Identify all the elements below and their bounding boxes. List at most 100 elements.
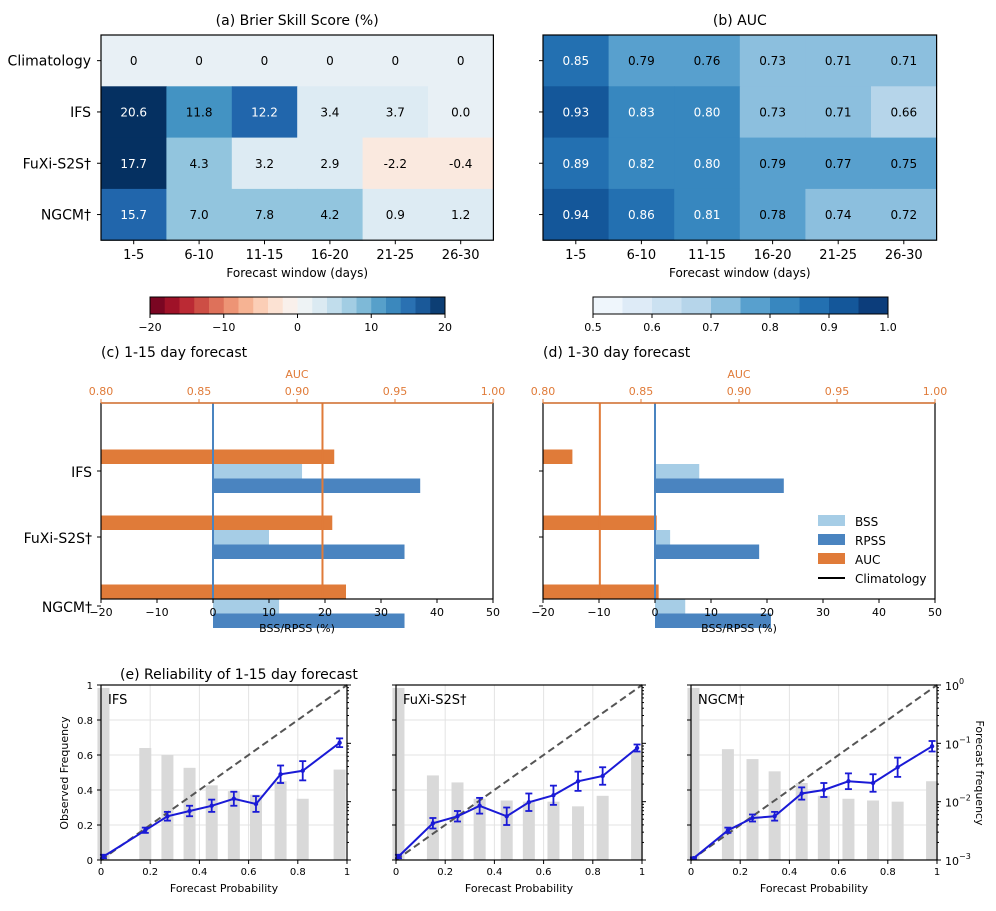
y2-tick-exponent: −2 [959,794,971,803]
data-point [929,744,935,749]
heatmap-cell [231,137,298,190]
heatmap-cell [805,188,872,241]
data-point [799,791,804,796]
heatmap-cell [231,188,298,241]
x-tick-label: 1 [934,867,940,878]
x-tick-label: 0.4 [191,867,207,878]
y-tick-label: 0 [87,856,93,867]
bar-frame [100,402,494,600]
x-tick-label: −20 [531,606,554,619]
x-tick-label: 50 [486,606,500,619]
data-point [209,803,214,808]
cell-label: 0.79 [628,54,655,68]
heatmap-cell [608,35,675,87]
frequency-bar [296,798,309,860]
heatmap-cell [362,86,429,139]
bar-panel-d [539,399,936,628]
frequency-bar [227,791,240,860]
colorbar-segment [297,297,313,314]
x-tick-label: 30 [816,606,830,619]
heatmap-cell [101,35,167,87]
frequency-bar [746,759,759,860]
cell-label: 3.7 [386,105,405,119]
rpss-bar [655,478,784,493]
chart-title: (a) Brier Skill Score (%) [216,13,379,29]
cell-label: 20.6 [120,105,147,119]
bss-bar [213,464,303,479]
colorbar-tick-label: 20 [438,321,452,334]
heatmap-cell [362,35,429,87]
frequency-bar [926,781,939,860]
auc-bar [101,515,333,530]
data-point [187,808,192,814]
x-tick-label: 1 [639,867,645,878]
heatmap-cell [805,35,872,87]
cell-label: 0.76 [694,54,721,68]
colorbar-segment [194,297,210,314]
heatmap-cell [739,137,806,190]
auc-bar [543,449,573,464]
heatmap-cell [297,35,364,87]
frequency-bar [631,752,644,860]
frequency-bar [522,801,535,860]
cell-label: 0.94 [562,208,589,222]
cell-label: 4.2 [320,208,339,222]
cell-label: 3.4 [320,105,339,119]
cell-label: 0 [195,54,203,68]
colorbar-bss [149,296,446,318]
data-point [101,854,106,859]
x-tick-label: 6-10 [184,248,214,263]
x-tick-label: 0.8 [585,867,601,878]
category-label: NGCM† [42,600,92,616]
heatmap-cell [739,188,806,241]
cell-label: 15.7 [120,208,147,222]
cell-label: -2.2 [384,157,407,171]
frequency-bar [795,783,808,860]
data-point [772,814,777,819]
cell-label: 11.8 [186,105,213,119]
auc-bar [101,449,335,464]
data-point [396,854,401,859]
cell-label: 0.9 [386,208,405,222]
colorbar-segment [356,297,372,314]
colorbar-tick-label: 0.8 [761,321,779,334]
heatmap-cell [428,35,494,87]
heatmap-cell [608,188,675,241]
colorbar-segment [164,297,180,314]
panel-label: FuXi-S2S† [403,693,467,708]
x-tick-label: 0.8 [880,867,896,878]
data-point [551,793,556,798]
auc-bar [101,584,346,599]
panel-frame [100,684,348,861]
colorbar-segment [681,297,712,314]
x-tick-label: 0.4 [781,867,797,878]
colorbar-segment [829,297,859,314]
bss-bar [655,464,700,479]
x-tick-label: 0 [210,606,217,619]
rpss-bar [213,613,405,628]
legend-swatch [818,534,845,545]
colorbar-segment [223,297,239,314]
heatmap-cell [101,86,167,139]
frequency-bar [139,748,152,860]
frequency-bar [249,794,262,860]
heatmap-cell [543,86,610,139]
cell-label: 0 [130,54,138,68]
cell-label: 0.73 [759,54,786,68]
heatmap-b [539,34,938,245]
y2-tick-label: 10 [945,797,959,810]
colorbar-segment [770,297,800,314]
panel-label: IFS [108,693,127,708]
frequency-bar [817,795,830,860]
x-tick-label: 1-5 [565,248,586,263]
heatmap-cell [543,137,610,190]
data-point [143,828,148,833]
frequency-bar [867,800,880,860]
colorbar-tick-label: 0.9 [820,321,838,334]
cell-label: 0 [457,54,465,68]
category-label: FuXi-S2S† [24,531,92,547]
cell-label: 0.82 [628,157,655,171]
reliability-panel-2 [392,684,646,864]
data-point [600,773,605,779]
